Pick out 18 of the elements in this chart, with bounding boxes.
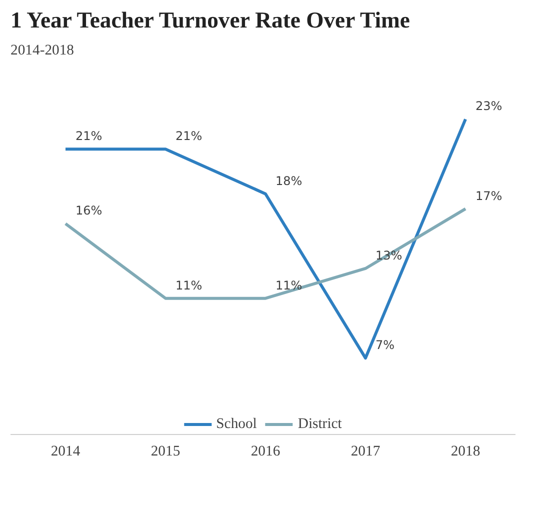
legend-label: School: [216, 416, 257, 432]
data-label: 21%: [176, 129, 202, 144]
chart-title: 1 Year Teacher Turnover Rate Over Time: [10, 8, 410, 32]
data-label: 18%: [276, 174, 302, 188]
x-tick-label: 2016: [250, 444, 280, 460]
data-label: 11%: [276, 278, 302, 292]
x-tick-label: 2017: [350, 444, 380, 460]
data-label: 17%: [476, 188, 502, 203]
legend-label: District: [298, 416, 342, 432]
x-tick-label: 2015: [150, 444, 180, 460]
data-label: 11%: [176, 278, 202, 292]
data-label: 21%: [76, 129, 102, 144]
data-label: 7%: [376, 338, 395, 352]
data-label: 16%: [76, 204, 102, 218]
x-tick-label: 2014: [50, 444, 81, 460]
data-label: 23%: [476, 99, 502, 114]
chart-subtitle: 2014-2018: [10, 42, 74, 58]
x-tick-label: 2018: [450, 444, 480, 460]
